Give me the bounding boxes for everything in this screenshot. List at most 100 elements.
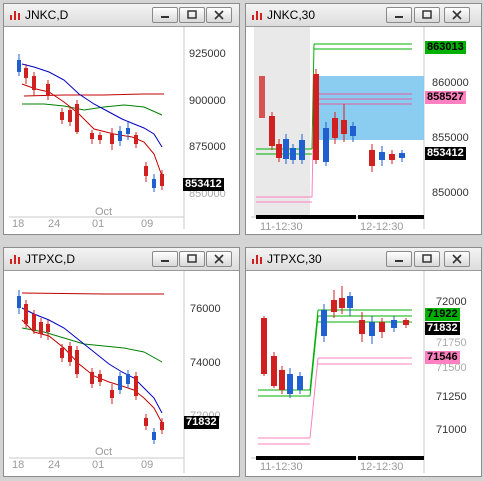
ma-fast-line: [21, 307, 163, 414]
candle: [290, 148, 296, 160]
candle: [90, 372, 94, 384]
time-shade: [254, 27, 310, 217]
y-axis-label: 76000: [190, 303, 221, 315]
close-button[interactable]: [444, 251, 470, 267]
candle: [46, 324, 50, 332]
candle: [144, 166, 148, 176]
candle: [271, 356, 277, 386]
minimize-button[interactable]: [152, 7, 178, 23]
price-tag-mid: 858527: [425, 91, 466, 104]
candle: [160, 422, 164, 430]
chart-window-jtpxc-daily[interactable]: JTPXC,D 76000: [3, 247, 240, 477]
window-titlebar[interactable]: JNKC,30: [246, 4, 481, 27]
candle: [152, 179, 156, 188]
candle: [60, 112, 64, 120]
minimize-button[interactable]: [386, 7, 412, 23]
price-tag-upper: 863013: [425, 41, 466, 54]
ma-mid-line: [21, 327, 163, 363]
x-axis-label: 11-12:30: [260, 461, 303, 473]
minimize-icon: [395, 16, 403, 18]
chart-app-icon: [252, 11, 262, 20]
y-axis-label: 850000: [432, 187, 469, 199]
chart-window-jtpxc-30min[interactable]: JTPXC,30: [245, 247, 482, 477]
candle: [341, 120, 347, 134]
candle: [110, 390, 114, 398]
candle: [321, 310, 327, 336]
restore-button[interactable]: [179, 7, 205, 23]
chart-app-icon: [10, 255, 20, 264]
window-titlebar[interactable]: JTPXC,30: [246, 248, 481, 271]
x-axis-label: Oct: [95, 446, 113, 458]
y-axis-label: 875000: [189, 141, 226, 153]
y-axis-label: 71750: [436, 337, 467, 349]
last-price-tag: 853412: [183, 178, 224, 191]
candle: [126, 374, 130, 384]
candle: [332, 118, 338, 138]
candle: [32, 314, 36, 330]
candle: [287, 374, 293, 394]
x-axis-label: 09: [141, 459, 154, 471]
candle: [75, 104, 79, 132]
candle: [160, 174, 164, 186]
price-tag-upper: 71922: [425, 308, 460, 321]
candle: [261, 318, 267, 374]
close-icon: [452, 10, 462, 20]
window-titlebar[interactable]: JNKC,D: [4, 4, 239, 27]
chart-window-jnkc-daily[interactable]: JNKC,D 92500: [3, 3, 240, 235]
candle: [118, 376, 122, 390]
candle: [379, 322, 385, 332]
candle: [369, 322, 375, 336]
chart-window-jnkc-30min[interactable]: JNKC,30: [245, 3, 482, 235]
y-axis-label: 925000: [189, 48, 226, 60]
candle: [24, 68, 28, 78]
candle: [299, 140, 305, 160]
candle: [313, 74, 319, 160]
close-button[interactable]: [444, 7, 470, 23]
y-axis-label: 860000: [432, 77, 469, 89]
x-axis-label: 12-12:30: [360, 221, 404, 233]
x-axis-label: 18: [12, 218, 25, 230]
chart-app-icon: [10, 11, 20, 20]
window-titlebar[interactable]: JTPXC,D: [4, 248, 239, 271]
y-axis-label: 850000: [189, 188, 226, 200]
close-button[interactable]: [206, 251, 232, 267]
close-button[interactable]: [206, 7, 232, 23]
candle: [369, 150, 375, 166]
chart-app-icon: [252, 255, 262, 264]
candle: [347, 296, 353, 308]
minimize-button[interactable]: [152, 251, 178, 267]
minimize-button[interactable]: [386, 251, 412, 267]
window-title: JTPXC,D: [25, 252, 76, 266]
x-axis-label: 24: [48, 459, 61, 471]
restore-icon: [422, 254, 432, 263]
price-chart[interactable]: [4, 4, 239, 234]
candles: [259, 69, 405, 172]
restore-button[interactable]: [179, 251, 205, 267]
candle: [391, 320, 397, 328]
price-chart[interactable]: [4, 248, 239, 476]
price-chart[interactable]: [246, 4, 481, 234]
x-axis-label: Oct: [95, 206, 113, 218]
candle: [259, 76, 265, 118]
candle: [46, 84, 50, 96]
candle: [68, 110, 72, 122]
price-chart[interactable]: [246, 248, 481, 476]
restore-button[interactable]: [414, 251, 440, 267]
candle: [350, 126, 356, 136]
restore-button[interactable]: [414, 7, 440, 23]
candle: [17, 296, 21, 308]
candle: [339, 298, 345, 308]
candle: [39, 322, 43, 334]
last-price-tag: 71832: [425, 322, 460, 335]
candle: [90, 133, 94, 139]
candle: [118, 131, 122, 141]
ma-fast-line: [21, 63, 163, 148]
candle: [331, 300, 337, 312]
candle: [144, 418, 148, 426]
candle: [276, 144, 282, 158]
candle: [379, 152, 385, 160]
candle: [17, 60, 21, 72]
candles: [17, 290, 164, 444]
candle: [297, 376, 303, 390]
y-axis-label: 855000: [432, 132, 469, 144]
